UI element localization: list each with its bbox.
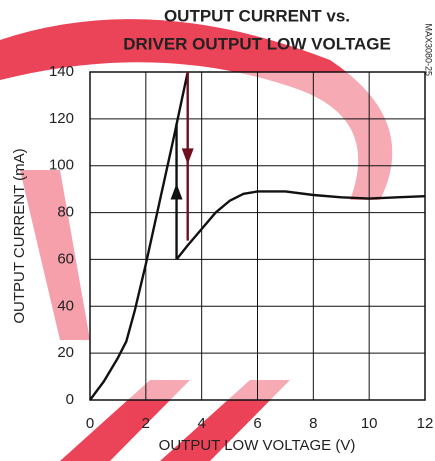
y-tick-label: 0 — [66, 391, 74, 408]
arrowhead — [181, 148, 194, 165]
chart-title: OUTPUT CURRENT vs. — [164, 6, 350, 25]
x-tick-label: 6 — [253, 415, 261, 432]
x-tick-label: 10 — [361, 415, 378, 432]
watermark-stroke — [20, 170, 90, 340]
x-tick-label: 4 — [197, 415, 205, 432]
x-axis-label: OUTPUT LOW VOLTAGE (V) — [159, 437, 356, 454]
line-series — [175, 190, 426, 261]
y-tick-label: 100 — [49, 157, 74, 174]
y-tick-label: 120 — [49, 110, 74, 127]
x-tick-label: 0 — [86, 415, 94, 432]
y-tick-label: 40 — [57, 297, 74, 314]
line-series — [89, 71, 189, 401]
y-tick-label: 80 — [57, 204, 74, 221]
x-tick-label: 8 — [309, 415, 317, 432]
y-axis-label: OUTPUT CURRENT (mA) — [11, 148, 28, 323]
y-tick-label: 140 — [49, 63, 74, 80]
plot-frame — [89, 71, 426, 401]
y-tick-label: 60 — [57, 250, 74, 267]
arrowhead — [170, 183, 183, 200]
side-label: MAX3080-25 — [424, 23, 434, 76]
watermark-stroke — [0, 19, 393, 200]
chart-title: DRIVER OUTPUT LOW VOLTAGE — [123, 34, 391, 53]
y-tick-label: 20 — [57, 344, 74, 361]
x-tick-label: 12 — [417, 415, 434, 432]
x-tick-label: 2 — [142, 415, 150, 432]
